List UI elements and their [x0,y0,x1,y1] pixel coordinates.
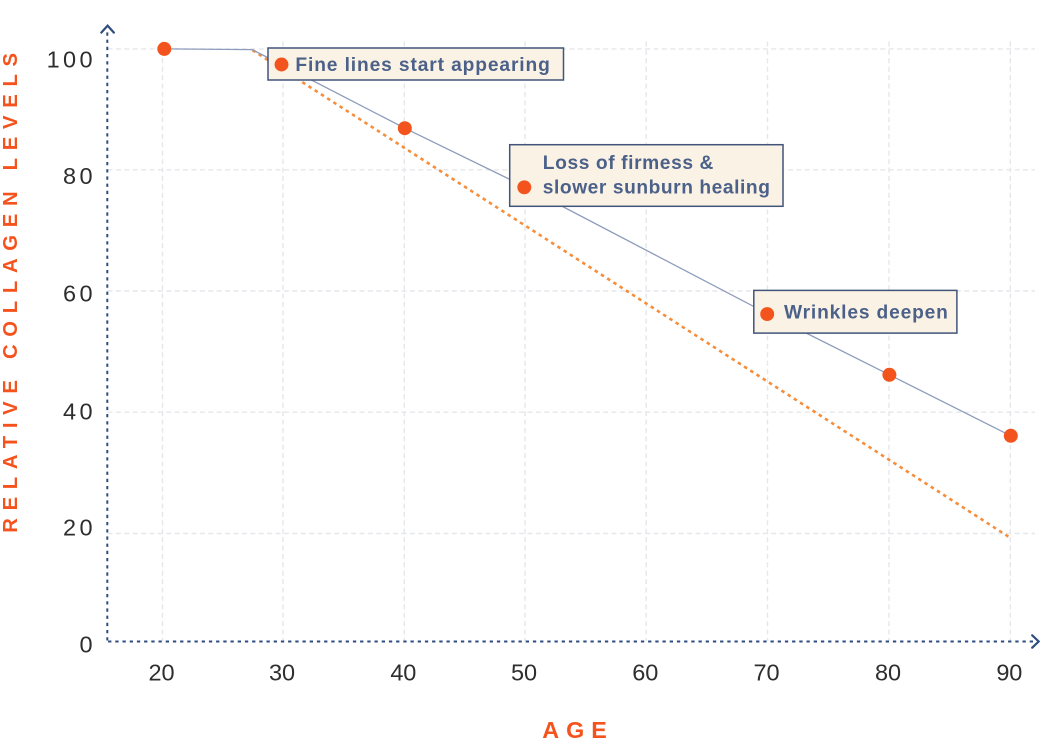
svg-text:RELATIVE COLLAGEN LEVELS: RELATIVE COLLAGEN LEVELS [0,45,22,533]
svg-text:20: 20 [149,660,175,686]
svg-text:Wrinkles deepen: Wrinkles deepen [784,302,949,323]
svg-text:80: 80 [63,163,96,189]
svg-text:AGE: AGE [542,717,613,738]
svg-text:Loss of firmess &: Loss of firmess & [543,153,714,174]
svg-text:70: 70 [754,660,780,686]
svg-text:60: 60 [63,280,96,306]
svg-text:60: 60 [632,660,658,686]
svg-text:90: 90 [996,660,1022,686]
svg-text:Fine lines start appearing: Fine lines start appearing [295,55,550,76]
svg-text:50: 50 [511,660,537,686]
svg-text:30: 30 [269,660,295,686]
svg-text:40: 40 [63,398,96,424]
svg-text:slower sunburn healing: slower sunburn healing [543,177,771,198]
svg-text:40: 40 [390,660,416,686]
svg-text:80: 80 [875,660,901,686]
svg-text:100: 100 [47,47,96,73]
svg-text:0: 0 [80,632,96,658]
svg-text:20: 20 [63,515,96,541]
